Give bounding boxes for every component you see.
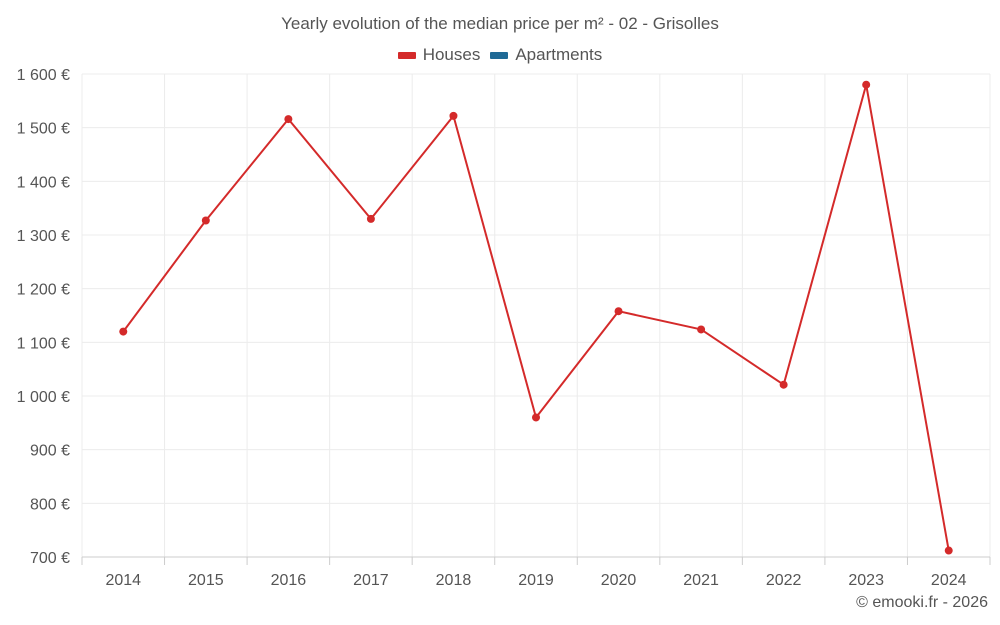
data-point	[366, 214, 375, 223]
data-point	[284, 115, 293, 124]
data-point	[614, 307, 623, 316]
y-tick-label: 1 100 €	[17, 335, 70, 352]
x-tick-label: 2020	[601, 572, 637, 589]
legend: Houses Apartments	[0, 45, 1000, 65]
data-point	[862, 80, 871, 89]
x-tick-label: 2018	[436, 572, 472, 589]
data-point	[944, 546, 953, 555]
legend-swatch-apartments	[490, 51, 509, 59]
legend-item-houses[interactable]: Houses	[397, 45, 481, 65]
data-point	[697, 325, 706, 334]
y-tick-label: 700 €	[30, 550, 70, 567]
y-tick-label: 800 €	[30, 496, 70, 513]
x-tick-label: 2021	[683, 572, 719, 589]
y-tick-label: 1 200 €	[17, 282, 70, 299]
chart-title: Yearly evolution of the median price per…	[281, 14, 719, 33]
legend-swatch-houses	[397, 51, 416, 59]
data-point	[119, 327, 128, 336]
y-tick-label: 1 400 €	[17, 174, 70, 191]
y-tick-label: 1 500 €	[17, 121, 70, 138]
x-tick-label: 2019	[518, 572, 554, 589]
data-point	[201, 216, 210, 225]
credit-text: © emooki.fr - 2026	[856, 594, 988, 611]
data-point	[532, 413, 540, 422]
x-tick-label: 2014	[105, 572, 141, 589]
x-tick-label: 2016	[271, 572, 307, 589]
y-tick-label: 1 600 €	[17, 67, 70, 84]
legend-label-houses: Houses	[422, 45, 481, 64]
y-tick-label: 1 300 €	[17, 228, 70, 245]
x-tick-label: 2024	[931, 572, 967, 589]
data-point	[449, 111, 458, 120]
data-point	[779, 380, 788, 389]
x-tick-label: 2022	[766, 572, 802, 589]
x-tick-label: 2017	[353, 572, 389, 589]
legend-label-apartments: Apartments	[515, 45, 603, 64]
legend-item-apartments[interactable]: Apartments	[490, 45, 602, 65]
x-tick-label: 2023	[848, 572, 884, 589]
y-tick-label: 900 €	[30, 443, 70, 460]
y-tick-label: 1 000 €	[17, 389, 70, 406]
x-tick-label: 2015	[188, 572, 224, 589]
